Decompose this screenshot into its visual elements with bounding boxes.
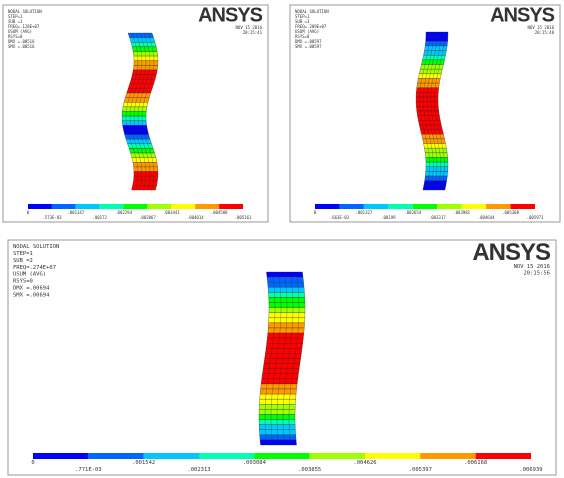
plot-info: DMX =.00694 [13, 285, 50, 291]
plot-time: 20:15:48 [535, 30, 555, 35]
legend-label: .005397 [409, 467, 432, 473]
plot-info: FREQ=.274E+07 [13, 265, 56, 271]
plot-info: RSYS=0 [13, 279, 33, 285]
legend-label: .002654 [404, 210, 421, 215]
legend-swatch [365, 453, 420, 459]
legend-swatch [100, 204, 124, 209]
legend-label: .00172 [92, 215, 107, 220]
legend-swatch [88, 453, 143, 459]
legend-swatch [310, 453, 365, 459]
legend-label: .003084 [243, 460, 267, 466]
legend-label: .006168 [464, 460, 487, 466]
legend-swatch [33, 453, 88, 459]
plot-date: NOV 15 2016 [514, 264, 550, 270]
legend-label: .003981 [453, 210, 470, 215]
legend-label: .005308 [502, 210, 519, 215]
ansys-logo: ANSYS [198, 5, 263, 27]
legend-label: .004626 [353, 460, 376, 466]
legend-label: .004644 [478, 215, 495, 220]
legend-swatch [486, 204, 510, 209]
legend-label: .003855 [298, 467, 321, 473]
legend-label: .771E-03 [75, 467, 102, 473]
legend-swatch [420, 453, 475, 459]
legend-swatch [144, 453, 199, 459]
plot-info: SUB =2 [13, 258, 33, 264]
legend-label: .004588 [211, 210, 228, 215]
legend-label: .002313 [187, 467, 210, 473]
legend-swatch [171, 204, 195, 209]
legend-swatch [462, 204, 486, 209]
legend-label: .004014 [187, 215, 204, 220]
legend-swatch [195, 204, 219, 209]
legend-swatch [219, 204, 243, 209]
ansys-logo: ANSYS [490, 5, 555, 27]
legend-swatch [147, 204, 171, 209]
plot-info: SMX =.00597 [295, 44, 322, 49]
legend-swatch [199, 453, 254, 459]
legend-swatch [254, 453, 309, 459]
legend-label: .003441 [163, 210, 180, 215]
legend-swatch [437, 204, 461, 209]
legend-label: .005971 [527, 215, 544, 220]
plot-info: STEP=1 [13, 251, 33, 257]
legend-swatch [28, 204, 52, 209]
legend-label: 0 [31, 460, 34, 466]
legend-label: .001327 [355, 210, 372, 215]
legend-swatch [476, 453, 531, 459]
figure: NODAL SOLUTIONSTEP=1SUB =1FREQ=.128E+07U… [0, 0, 564, 478]
plot-info: USUM (AVG) [13, 272, 46, 278]
legend-swatch [315, 204, 339, 209]
plot-time: 20:15:56 [524, 271, 551, 277]
legend-label: .003317 [429, 215, 446, 220]
plot-time: 20:15:41 [243, 30, 263, 35]
legend-label: .002294 [115, 210, 132, 215]
legend-label: .573E-03 [42, 215, 62, 220]
legend-swatch [339, 204, 363, 209]
legend-label: .001542 [132, 460, 155, 466]
plot-title: NODAL SOLUTION [13, 244, 59, 250]
plot-info: SMX =.00516 [8, 44, 35, 49]
legend-label: .002867 [139, 215, 156, 220]
plot-info: SMX =.00694 [13, 292, 50, 298]
legend-swatch [388, 204, 412, 209]
legend-swatch [76, 204, 100, 209]
legend-swatch [511, 204, 535, 209]
legend-label: .006939 [519, 467, 542, 473]
ansys-logo: ANSYS [472, 239, 551, 266]
legend-swatch [413, 204, 437, 209]
legend-label: .00199 [381, 215, 396, 220]
legend-label: .663E-03 [330, 215, 350, 220]
legend-label: .005161 [235, 215, 252, 220]
legend-swatch [124, 204, 148, 209]
legend-label: .001147 [67, 210, 84, 215]
legend-swatch [52, 204, 76, 209]
legend-swatch [364, 204, 388, 209]
